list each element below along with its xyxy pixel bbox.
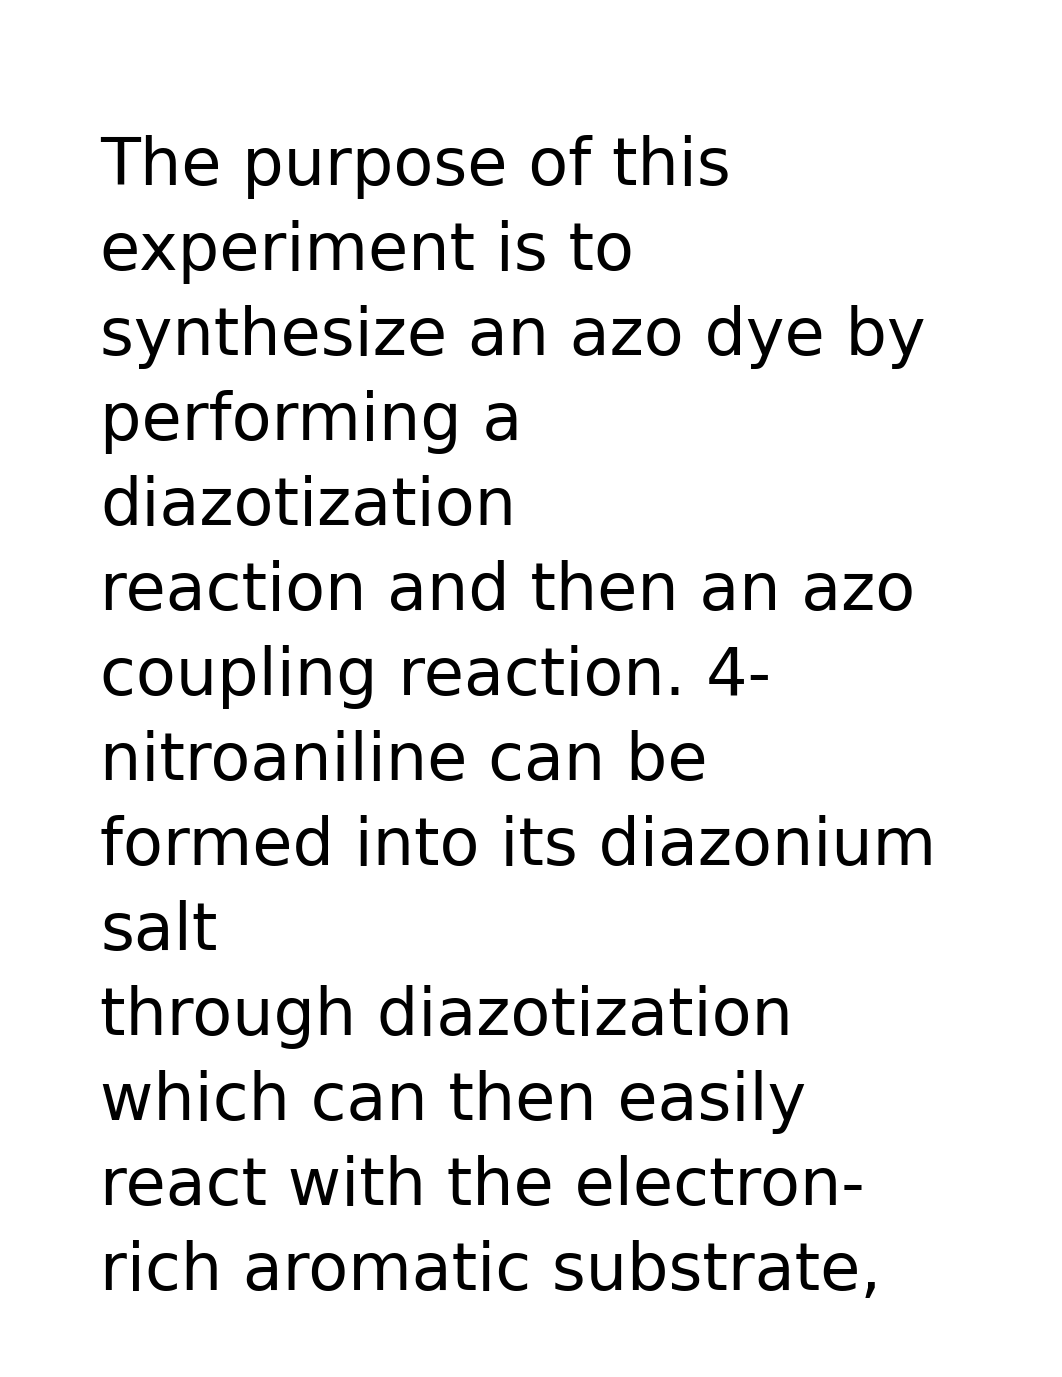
Text: The purpose of this: The purpose of this [100,135,731,200]
Text: nitroaniline can be: nitroaniline can be [100,730,707,795]
Text: reaction and then an azo: reaction and then an azo [100,560,915,624]
Text: coupling reaction. 4-: coupling reaction. 4- [100,644,771,709]
Text: react with the electron-: react with the electron- [100,1155,864,1219]
Text: diazotization: diazotization [100,475,516,538]
Text: synthesize an azo dye by: synthesize an azo dye by [100,304,926,369]
Text: performing a: performing a [100,390,523,454]
Text: formed into its diazonium: formed into its diazonium [100,815,936,879]
Text: salt: salt [100,901,218,964]
Text: experiment is to: experiment is to [100,220,634,284]
Text: rich aromatic substrate,: rich aromatic substrate, [100,1241,881,1304]
Text: which can then easily: which can then easily [100,1070,806,1135]
Text: through diazotization: through diazotization [100,985,793,1049]
